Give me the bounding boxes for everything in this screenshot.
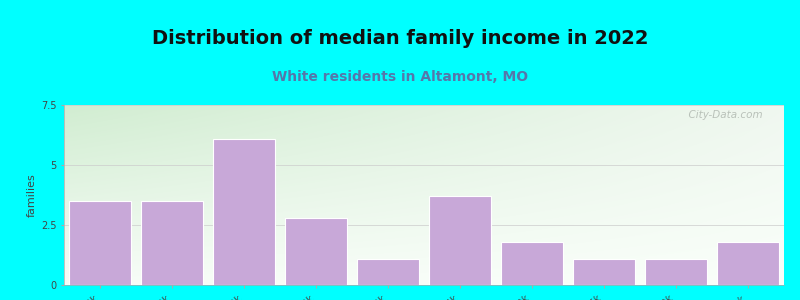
Bar bbox=[214, 139, 274, 285]
Y-axis label: families: families bbox=[26, 173, 37, 217]
Text: White residents in Altamont, MO: White residents in Altamont, MO bbox=[272, 70, 528, 84]
Text: City-Data.com: City-Data.com bbox=[682, 110, 762, 120]
Bar bbox=[430, 196, 490, 285]
Bar bbox=[286, 218, 346, 285]
Bar bbox=[502, 242, 562, 285]
Bar bbox=[358, 259, 418, 285]
Text: Distribution of median family income in 2022: Distribution of median family income in … bbox=[152, 29, 648, 48]
Bar bbox=[718, 242, 778, 285]
Bar bbox=[646, 259, 706, 285]
Bar bbox=[574, 259, 634, 285]
Bar bbox=[70, 201, 130, 285]
Bar bbox=[142, 201, 202, 285]
